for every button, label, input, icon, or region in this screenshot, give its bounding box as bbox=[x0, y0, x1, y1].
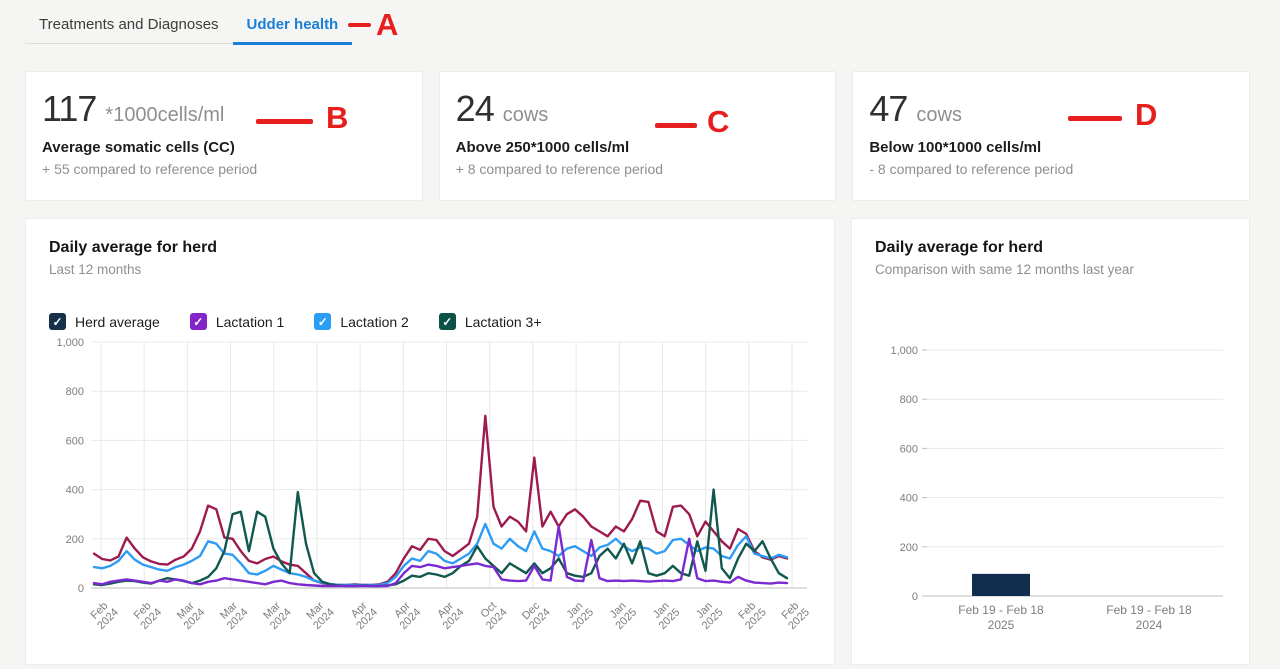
stat-card-below-100: 47 cows Below 100*1000 cells/ml - 8 comp… bbox=[852, 71, 1251, 201]
daily-average-line-chart-card: Daily average for herd Last 12 months ✓ … bbox=[25, 218, 835, 665]
svg-text:1,000: 1,000 bbox=[56, 337, 84, 349]
svg-text:0: 0 bbox=[912, 591, 918, 603]
legend-item-lactation-3plus[interactable]: ✓ Lactation 3+ bbox=[438, 313, 542, 330]
svg-text:Feb 19 - Feb 18: Feb 19 - Feb 18 bbox=[1106, 603, 1192, 617]
annotation-c-letter: C bbox=[707, 104, 730, 139]
stat-value: 47 bbox=[869, 88, 908, 129]
annotation-a-dash bbox=[348, 23, 371, 27]
checkbox-checked-icon[interactable]: ✓ bbox=[438, 313, 456, 330]
svg-text:400: 400 bbox=[66, 485, 84, 497]
stat-label: Average somatic cells (CC) bbox=[42, 139, 235, 156]
legend-label: Lactation 1 bbox=[215, 313, 285, 330]
svg-text:2025: 2025 bbox=[988, 618, 1015, 632]
svg-text:800: 800 bbox=[900, 394, 918, 406]
stat-value: 24 bbox=[455, 88, 495, 129]
legend-label: Lactation 3+ bbox=[464, 313, 542, 330]
stats-row: 117 *1000cells/ml Average somatic cells … bbox=[25, 71, 1251, 201]
svg-text:800: 800 bbox=[66, 386, 84, 398]
checkbox-checked-icon[interactable]: ✓ bbox=[49, 313, 66, 330]
stat-delta: - 8 compared to reference period bbox=[869, 161, 1074, 177]
annotation-d-dash bbox=[1068, 116, 1122, 121]
annotation-b-letter: B bbox=[326, 100, 349, 135]
tab-bar: Treatments and Diagnoses Udder health bbox=[25, 8, 353, 45]
charts-row: Daily average for herd Last 12 months ✓ … bbox=[25, 218, 1250, 665]
chart-subtitle: Last 12 months bbox=[49, 262, 142, 277]
annotation-c-dash bbox=[655, 123, 697, 128]
stat-delta: + 55 compared to reference period bbox=[42, 161, 258, 177]
checkbox-checked-icon[interactable]: ✓ bbox=[314, 313, 332, 330]
svg-text:Feb 19 - Feb 18: Feb 19 - Feb 18 bbox=[958, 603, 1044, 617]
tab-udder-health[interactable]: Udder health bbox=[232, 8, 353, 45]
legend-item-lactation-2[interactable]: ✓ Lactation 2 bbox=[314, 313, 409, 330]
svg-text:200: 200 bbox=[900, 542, 918, 554]
annotation-d-letter: D bbox=[1135, 97, 1158, 132]
chart-subtitle: Comparison with same 12 months last year bbox=[875, 262, 1134, 277]
svg-text:0: 0 bbox=[78, 583, 84, 595]
stat-value: 117 bbox=[42, 88, 97, 129]
chart-title: Daily average for herd bbox=[49, 239, 218, 256]
svg-text:1,000: 1,000 bbox=[890, 345, 918, 357]
stat-delta: + 8 compared to reference period bbox=[455, 161, 664, 177]
checkbox-checked-icon[interactable]: ✓ bbox=[189, 313, 207, 330]
svg-text:600: 600 bbox=[66, 435, 84, 447]
stat-unit: cows bbox=[502, 104, 549, 126]
svg-text:400: 400 bbox=[900, 493, 918, 505]
legend-item-lactation-1[interactable]: ✓ Lactation 1 bbox=[189, 313, 285, 330]
stat-card-above-250: 24 cows Above 250*1000 cells/ml + 8 comp… bbox=[438, 71, 837, 201]
svg-text:2024: 2024 bbox=[1136, 618, 1163, 632]
daily-average-comparison-bar-card: Daily average for herd Comparison with s… bbox=[851, 218, 1250, 665]
svg-text:200: 200 bbox=[66, 534, 84, 546]
legend-label: Lactation 2 bbox=[340, 313, 409, 330]
legend-label: Herd average bbox=[75, 313, 160, 330]
stat-label: Above 250*1000 cells/ml bbox=[455, 139, 630, 156]
legend-item-herd-average[interactable]: ✓ Herd average bbox=[49, 313, 160, 330]
annotation-b-dash bbox=[256, 119, 313, 124]
chart-legend: ✓ Herd average ✓ Lactation 1 ✓ Lactation… bbox=[49, 313, 820, 330]
stat-label: Below 100*1000 cells/ml bbox=[869, 139, 1042, 156]
stat-unit: *1000cells/ml bbox=[105, 104, 225, 126]
tab-treatments-and-diagnoses[interactable]: Treatments and Diagnoses bbox=[39, 16, 219, 33]
svg-text:600: 600 bbox=[900, 443, 918, 455]
stat-unit: cows bbox=[916, 104, 962, 126]
stat-card-average-somatic-cells: 117 *1000cells/ml Average somatic cells … bbox=[25, 71, 423, 201]
chart-title: Daily average for herd bbox=[875, 239, 1044, 256]
annotation-a-letter: A bbox=[376, 7, 399, 42]
